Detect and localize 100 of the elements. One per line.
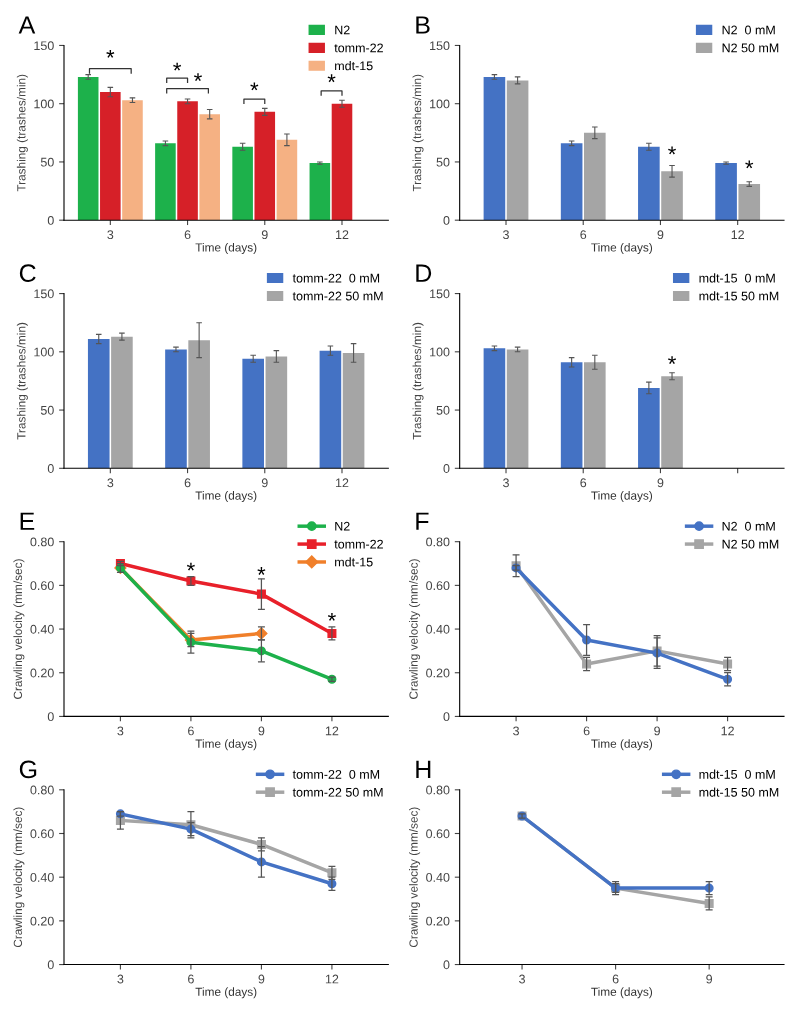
y-tick-label: 0.80	[30, 537, 54, 547]
y-tick-label: 0.20	[426, 668, 450, 678]
x-tick-label: 3	[107, 478, 114, 488]
legend-label: tomm-22 50 mM	[292, 787, 383, 797]
legend-label: mdt-15 50 mM	[699, 291, 779, 301]
y-tick-label: 0	[443, 712, 450, 722]
x-tick-label: 6	[184, 478, 191, 488]
y-axis-title: Trashing (trashes/min)	[412, 322, 424, 440]
x-axis-title: Time (days)	[591, 987, 653, 999]
y-tick-label: 0.80	[30, 785, 54, 795]
x-tick-label: 3	[503, 230, 509, 240]
x-tick-label: 3	[107, 230, 114, 240]
y-axis-title: Crawling velocity (mm/sec)	[13, 807, 25, 948]
x-tick-label: 12	[721, 726, 734, 736]
y-tick-label: 100	[430, 99, 450, 109]
legend-label: N2	[335, 521, 350, 531]
annotation: *	[194, 73, 202, 81]
y-tick-label: 0	[47, 960, 54, 970]
x-tick-label: 12	[335, 478, 349, 488]
y-tick-label: 100	[430, 347, 450, 357]
chart-title: D	[416, 264, 432, 282]
annotation: *	[327, 612, 336, 621]
x-axis-title: Time (days)	[195, 242, 257, 254]
y-tick-label: 150	[34, 289, 54, 299]
chart-title: C	[19, 264, 36, 282]
y-tick-label: 100	[34, 99, 54, 109]
x-tick-label: 3	[117, 726, 124, 736]
y-axis-title: Trashing (trashes/min)	[412, 74, 424, 192]
y-tick-label: 0.80	[426, 785, 450, 795]
y-tick-label: 50	[40, 405, 54, 415]
legend-label: mdt-15 0 mM	[699, 769, 775, 779]
x-tick-label: 3	[117, 974, 124, 984]
chart-title: F	[416, 512, 429, 530]
x-tick-label: 6	[188, 974, 194, 984]
x-tick-label: 6	[583, 726, 590, 736]
chart-title: H	[416, 760, 431, 778]
x-tick-label: 12	[731, 230, 744, 239]
chart-title: A	[18, 16, 36, 34]
y-tick-label: 0	[443, 464, 450, 473]
y-tick-label: 0	[47, 215, 54, 225]
y-tick-label: 150	[34, 41, 54, 51]
x-axis-title: Time (days)	[195, 987, 257, 999]
y-tick-label: 0.60	[30, 581, 54, 591]
y-tick-label: 50	[40, 157, 54, 167]
chart-title: E	[20, 512, 35, 530]
y-tick-label: 150	[430, 289, 450, 299]
x-tick-label: 9	[258, 726, 265, 736]
y-tick-label: 100	[34, 347, 54, 357]
x-tick-label: 12	[335, 230, 349, 239]
y-axis-title: Trashing (trashes/min)	[16, 322, 28, 440]
x-tick-label: 6	[612, 974, 619, 984]
annotation: *	[106, 49, 115, 58]
legend-label: N2 50 mM	[722, 43, 779, 53]
annotation: *	[257, 567, 266, 575]
y-axis-title: Crawling velocity (mm/sec)	[409, 807, 421, 948]
legend-label: mdt-15	[335, 61, 373, 71]
y-tick-label: 0.20	[30, 916, 54, 926]
x-axis-title: Time (days)	[591, 739, 653, 751]
legend-label: tomm-22 0 mM	[292, 273, 380, 283]
x-tick-label: 3	[513, 726, 520, 736]
legend-label: mdt-15 0 mM	[699, 273, 775, 283]
x-axis-title: Time (days)	[591, 491, 653, 503]
annotation: *	[668, 356, 677, 365]
y-axis-title: Trashing (trashes/min)	[16, 74, 28, 192]
annotation: *	[250, 82, 259, 91]
legend-label: N2	[335, 25, 350, 35]
x-tick-label: 3	[503, 478, 509, 488]
chart-title: B	[416, 16, 430, 34]
x-tick-label: 9	[261, 230, 268, 240]
y-tick-label: 50	[436, 405, 450, 415]
y-tick-label: 0	[47, 712, 54, 722]
y-axis-title: Crawling velocity (mm/sec)	[409, 559, 421, 699]
legend-label: tomm-22 50 mM	[292, 291, 383, 301]
y-tick-label: 0.60	[30, 829, 54, 839]
x-tick-label: 9	[657, 478, 664, 488]
y-tick-label: 0.80	[426, 537, 450, 547]
x-tick-label: 9	[261, 478, 268, 488]
y-axis-title: Crawling velocity (mm/sec)	[13, 559, 25, 699]
y-tick-label: 0	[443, 960, 450, 970]
x-tick-label: 9	[657, 230, 664, 240]
legend-label: N2 0 mM	[722, 521, 775, 531]
annotation: *	[327, 74, 336, 83]
legend-label: mdt-15	[335, 557, 373, 567]
annotation: *	[745, 160, 754, 169]
y-tick-label: 50	[436, 157, 450, 167]
y-tick-label: 0.20	[30, 668, 54, 678]
x-tick-label: 3	[519, 974, 525, 984]
legend-label: tomm-22 0 mM	[292, 769, 380, 779]
x-tick-label: 12	[325, 726, 339, 736]
x-axis-title: Time (days)	[195, 739, 257, 751]
annotation: *	[668, 146, 677, 155]
y-tick-label: 0.60	[426, 581, 450, 591]
legend-label: N2 0 mM	[722, 25, 775, 35]
x-tick-label: 6	[580, 230, 587, 240]
y-tick-label: 0.20	[426, 916, 450, 926]
y-tick-label: 0.40	[30, 872, 54, 882]
annotation: *	[173, 62, 182, 71]
y-tick-label: 0.60	[426, 829, 450, 839]
annotation: *	[186, 562, 195, 571]
legend-label: N2 50 mM	[722, 539, 779, 549]
